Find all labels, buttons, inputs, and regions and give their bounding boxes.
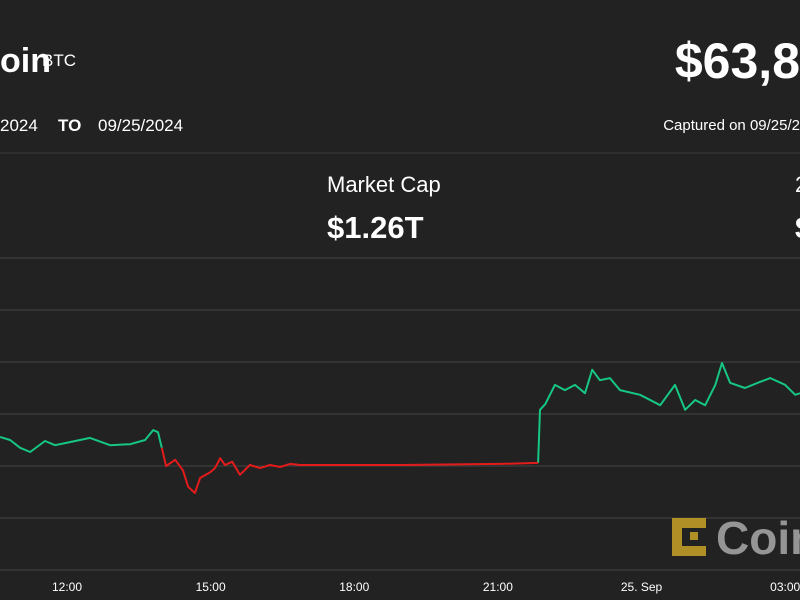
x-tick-label: 12:00 [52, 580, 82, 594]
x-tick-label: 21:00 [483, 580, 513, 594]
stat-label: Market Cap [327, 172, 441, 197]
watermark: Coin [672, 512, 800, 564]
price: $63,8 [675, 33, 800, 89]
logo-icon [690, 532, 698, 540]
date-from: 2024 [0, 116, 38, 135]
logo-icon [672, 518, 706, 556]
watermark-text: Coin [716, 512, 800, 564]
x-tick-label: 25. Sep [621, 580, 663, 594]
price-line [0, 362, 800, 463]
coin-symbol: BTC [42, 51, 76, 70]
stat-value: $ [795, 210, 800, 245]
x-tick-label: 18:00 [339, 580, 369, 594]
captured-date: Captured on 09/25/2 [663, 117, 800, 134]
to-label: TO [58, 116, 81, 135]
price-line [160, 447, 539, 494]
coin-name: oin [0, 42, 51, 80]
stat-value: $1.26T [327, 210, 424, 245]
x-tick-label: 15:00 [196, 580, 226, 594]
stat-label: 2 [795, 172, 800, 197]
date-to: 09/25/2024 [98, 116, 183, 135]
x-tick-label: 03:00 [770, 580, 800, 594]
